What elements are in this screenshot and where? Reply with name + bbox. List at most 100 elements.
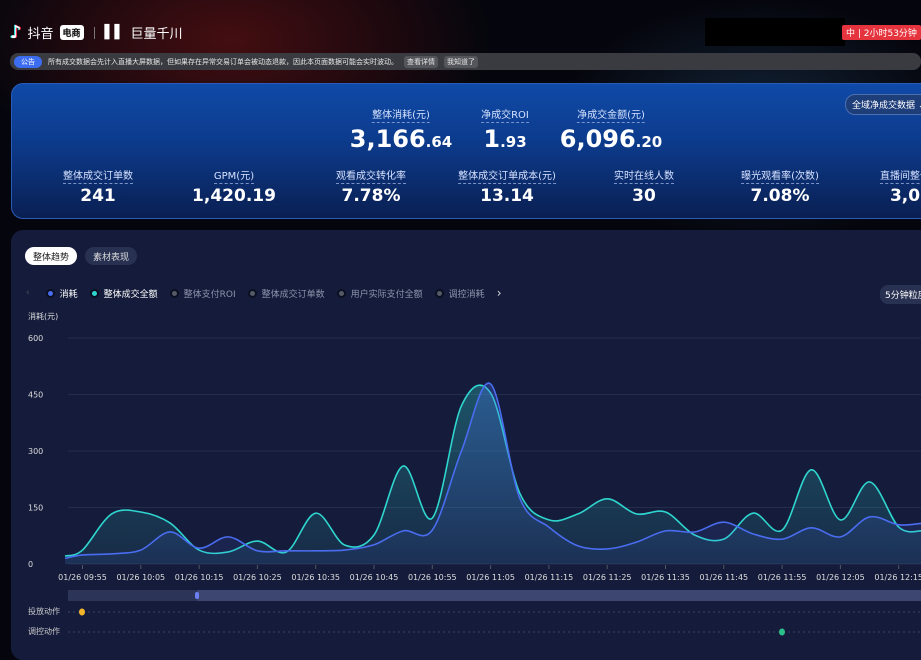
chevron-right-icon[interactable]: › [496, 286, 502, 300]
chart-legend: ‹ 消耗 整体成交全额 整体支付ROI 整体成交订单数 用户实际支付全额 调控消耗 › [26, 286, 502, 300]
redacted-area [705, 18, 845, 46]
x-tick-label: 01/26 10:25 [233, 573, 282, 582]
y-axis-label: 消耗(元) [28, 312, 59, 321]
metric-net-roi: 净成交ROI 1.93 [481, 103, 529, 153]
metric-item: 观看成交转化率 7.78% [336, 164, 406, 206]
x-tick-label: 01/26 11:35 [641, 573, 690, 582]
live-status-badge: 中 | 2小时53分钟 [842, 25, 921, 40]
tab-material-performance[interactable]: 素材表现 [85, 247, 138, 265]
chevron-down-icon: ⌄ [918, 101, 921, 111]
y-tick-label: 300 [28, 447, 43, 456]
x-tick-label: 01/26 10:35 [291, 573, 340, 582]
x-tick-label: 01/26 11:55 [758, 573, 807, 582]
launch-action-label: 投放动作 [28, 607, 60, 616]
legend-item[interactable]: 整体成交订单数 [247, 287, 325, 300]
y-tick-label: 600 [28, 334, 43, 343]
x-tick-label: 01/26 11:45 [699, 573, 748, 582]
legend-item[interactable]: 整体成交全额 [89, 287, 158, 300]
legend-item[interactable]: 调控消耗 [434, 287, 485, 300]
legend-dot-icon [434, 288, 444, 298]
granularity-select[interactable]: 5分钟粒度 [880, 285, 921, 304]
legend-label: 调控消耗 [448, 289, 485, 300]
metric-value: 3,166.64 [349, 125, 453, 153]
metric-item: 曝光观看率(次数) 7.08% [741, 164, 819, 206]
legend-item[interactable]: 整体支付ROI [169, 287, 236, 300]
legend-dot-icon [89, 288, 99, 298]
metric-label: 整体消耗(元) [372, 110, 430, 123]
notice-text: 所有成交数据会先计入直播大屏数据，但如果存在异常交易订单会被动态退款，因此本页面… [48, 57, 398, 66]
summary-card [11, 83, 921, 219]
metric-label: 整体成交订单数 [63, 171, 133, 184]
legend-item[interactable]: 用户实际支付全额 [336, 287, 423, 300]
legend-dot-icon [247, 288, 257, 298]
series-area [65, 383, 921, 564]
legend-dot-icon [169, 288, 179, 298]
x-tick-label: 01/26 11:25 [583, 573, 632, 582]
metric-label: 净成交ROI [481, 110, 529, 123]
control-action-label: 调控动作 [28, 627, 60, 636]
metric-label: 整体成交订单成本(元) [458, 171, 556, 184]
metric-value: 1.93 [483, 125, 527, 153]
metric-value: 7.08% [750, 186, 810, 206]
brand-douyin: 抖音 [27, 27, 54, 42]
metric-label: GPM(元) [213, 171, 255, 184]
metric-label: 直播间整体 [880, 171, 921, 184]
notice-label: 公告 [14, 55, 42, 68]
metric-item: 实时在线人数 30 [614, 164, 674, 206]
logo: ♪ 抖音 电商 ▌▌ 巨量千川 [10, 22, 183, 43]
metric-label: 观看成交转化率 [336, 171, 406, 184]
metric-value: 3,0 [889, 186, 921, 206]
x-tick-label: 01/26 10:55 [408, 573, 457, 582]
slider-selection[interactable] [197, 590, 921, 601]
legend-label: 整体成交订单数 [261, 289, 325, 300]
metric-net-gmv: 净成交金额(元) 6,096.20 [560, 103, 663, 153]
brand-qianchuan: 巨量千川 [130, 27, 183, 42]
notice-bar: 公告 所有成交数据会先计入直播大屏数据，但如果存在异常交易订单会被动态退款，因此… [10, 53, 921, 70]
notice-detail-button[interactable]: 查看详情 [404, 55, 438, 68]
legend-dot-icon [45, 288, 55, 298]
series-line [64, 382, 921, 560]
x-tick-label: 01/26 11:05 [466, 573, 515, 582]
notice-dismiss-button[interactable]: 我知道了 [444, 55, 478, 68]
x-tick-label: 01/26 10:05 [116, 573, 165, 582]
divider [93, 26, 95, 39]
brand-tag: 电商 [59, 25, 84, 40]
qianchuan-logo-icon: ▌▌ [104, 25, 125, 40]
x-tick-label: 01/26 12:05 [816, 573, 865, 582]
y-tick-label: 0 [28, 560, 33, 569]
metric-total-spend: 整体消耗(元) 3,166.64 [350, 103, 453, 153]
legend-item[interactable]: 消耗 [45, 287, 78, 300]
metric-label: 曝光观看率(次数) [741, 171, 819, 184]
metric-item: 整体成交订单数 241 [63, 164, 133, 206]
x-tick-label: 01/26 11:15 [525, 573, 574, 582]
x-tick-label: 01/26 10:45 [350, 573, 399, 582]
dropdown-value: 全域净成交数据 [852, 101, 916, 111]
control-action-marker[interactable] [779, 628, 785, 636]
metric-value: 241 [80, 186, 116, 206]
x-tick-label: 01/26 10:15 [175, 573, 224, 582]
legend-label: 用户实际支付全额 [350, 289, 423, 300]
legend-dot-icon [336, 288, 346, 298]
legend-label: 消耗 [59, 289, 78, 300]
metric-item: GPM(元) 1,420.19 [192, 164, 276, 206]
chevron-left-icon[interactable]: ‹ [26, 288, 30, 298]
legend-label: 整体支付ROI [183, 289, 236, 300]
metric-value: 7.78% [341, 186, 401, 206]
data-scope-dropdown[interactable]: 全域净成交数据 ⌄ [845, 94, 921, 115]
metric-value: 6,096.20 [559, 125, 663, 153]
metric-value: 1,420.19 [192, 186, 276, 206]
slider-handle[interactable] [195, 592, 199, 599]
legend-label: 整体成交全额 [103, 289, 158, 300]
metric-item: 直播间整体 3,0 [880, 164, 921, 206]
x-tick-label: 01/26 09:55 [58, 573, 107, 582]
metric-value: 30 [632, 186, 656, 206]
x-tick-label: 01/26 12:15 [874, 573, 921, 582]
launch-action-marker[interactable] [79, 608, 85, 616]
metric-label: 实时在线人数 [614, 171, 674, 184]
metric-item: 整体成交订单成本(元) 13.14 [458, 164, 556, 206]
douyin-logo-icon: ♪ [10, 22, 22, 43]
metric-label: 净成交金额(元) [577, 110, 645, 123]
tab-overall-trend[interactable]: 整体趋势 [25, 247, 78, 265]
y-tick-label: 450 [28, 391, 43, 400]
